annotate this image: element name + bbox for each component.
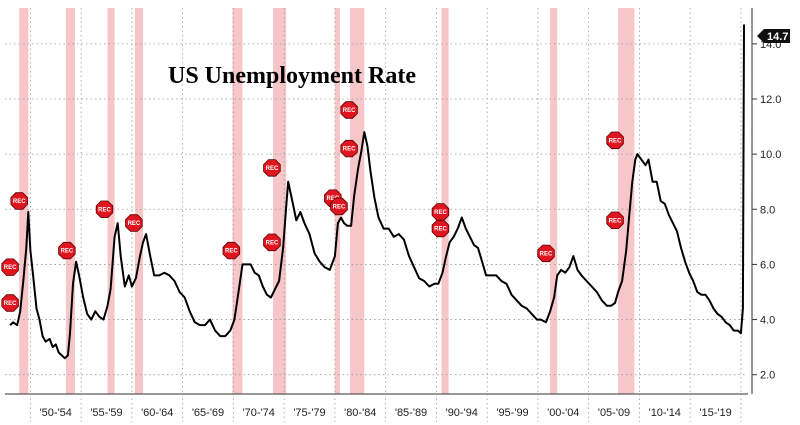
last-value-badge-shape (757, 29, 790, 43)
recession-band (441, 8, 449, 394)
x-tick-label: '80-'84 (344, 407, 376, 419)
rec-marker-shape (263, 159, 281, 177)
y-tick-label: 12.0 (760, 94, 781, 106)
unemployment-line (9, 24, 745, 360)
recession-band (65, 8, 76, 394)
rec-marker: REC (606, 131, 624, 150)
x-tick-label: '85-'89 (395, 407, 427, 419)
rec-marker-label: REC (4, 301, 17, 307)
rec-marker-label: REC (128, 221, 141, 227)
rec-marker-shape (222, 241, 241, 260)
y-tick-label: 2.0 (760, 370, 775, 382)
y-tick-label: 10.0 (760, 149, 781, 161)
rec-marker: REC (263, 159, 281, 177)
rec-marker: REC (431, 203, 450, 221)
rec-marker-label: REC (225, 249, 238, 255)
rec-marker-shape (606, 131, 624, 150)
x-tick-label: '05-'09 (598, 407, 630, 419)
rec-marker: REC (10, 192, 28, 210)
rec-marker: REC (263, 233, 281, 252)
rec-marker-label: REC (609, 138, 622, 144)
recession-band (232, 8, 243, 394)
rec-marker-shape (537, 244, 555, 263)
rec-marker-shape (606, 211, 624, 230)
rec-marker-shape (95, 200, 114, 219)
last-value-label: 14.7 (767, 31, 788, 43)
x-tick-label: '00-'04 (547, 407, 579, 419)
rec-marker-label: REC (434, 210, 447, 216)
x-tick-label: '90-'94 (446, 407, 478, 419)
rec-marker-label: REC (4, 265, 17, 271)
rec-marker-label: REC (343, 147, 356, 153)
rec-marker-label: REC (343, 108, 356, 114)
rec-marker: REC (537, 244, 555, 263)
rec-marker: REC (222, 241, 241, 260)
rec-marker-label: REC (98, 207, 111, 213)
series-layer (9, 24, 745, 360)
rec-marker-label: REC (266, 166, 279, 172)
rec-marker-shape (340, 139, 358, 158)
recession-band (550, 8, 558, 394)
rec-marker-label: REC (609, 218, 622, 224)
rec-marker: REC (1, 294, 19, 312)
rec-marker-label: REC (327, 196, 340, 202)
recession-band (107, 8, 115, 394)
rec-marker: REC (330, 197, 348, 216)
rec-marker-label: REC (13, 199, 26, 205)
rec-markers: REC REC REC REC REC REC REC REC REC REC REC REC REC R… (1, 101, 624, 312)
x-tick-label: '50-'54 (40, 407, 72, 419)
rec-marker: REC (431, 219, 450, 238)
rec-marker-shape (58, 241, 76, 260)
rec-marker-label: REC (61, 249, 74, 255)
x-tick-label: '75-'79 (293, 407, 325, 419)
recession-band (618, 8, 635, 394)
rec-marker-label: REC (333, 205, 346, 211)
rec-marker-shape (340, 101, 358, 119)
grid-lines (5, 8, 747, 394)
x-tick-label: '95-'99 (496, 407, 528, 419)
x-tick-label: '65-'69 (192, 407, 224, 419)
rec-marker: REC (340, 101, 358, 119)
y-tick-label: 4.0 (760, 315, 775, 327)
rec-marker-shape (330, 197, 348, 216)
rec-marker: REC (125, 214, 143, 232)
rec-marker-label: REC (266, 240, 279, 246)
recession-band (134, 8, 144, 394)
y-tick-label: 6.0 (760, 259, 775, 271)
recession-band (272, 8, 287, 394)
rec-marker-shape (1, 258, 19, 276)
rec-marker-shape (263, 233, 281, 252)
x-tick-label: '55-'59 (90, 407, 122, 419)
x-tick-label: '10-'14 (649, 407, 681, 419)
chart-title: US Unemployment Rate (168, 63, 416, 89)
rec-marker: REC (340, 139, 358, 158)
x-tick-label: '70-'74 (243, 407, 275, 419)
rec-marker-label: REC (540, 251, 553, 257)
y-tick-label: 8.0 (760, 204, 775, 216)
rec-marker-shape (125, 214, 143, 232)
rec-marker-label: REC (434, 227, 447, 233)
rec-marker: REC (1, 258, 19, 276)
x-tick-label: '60-'64 (141, 407, 173, 419)
rec-marker: REC (95, 200, 114, 219)
x-tick-label: '15-'19 (699, 407, 731, 419)
axes: 2.04.06.08.010.012.014.0'50-'54'55-'59'6… (5, 8, 781, 422)
rec-marker: REC (606, 211, 624, 230)
rec-marker: REC (58, 241, 76, 260)
rec-marker-shape (10, 192, 28, 210)
rec-marker-shape (431, 219, 450, 238)
rec-marker-shape (1, 294, 19, 312)
last-value-badge: 14.7 (757, 29, 790, 43)
